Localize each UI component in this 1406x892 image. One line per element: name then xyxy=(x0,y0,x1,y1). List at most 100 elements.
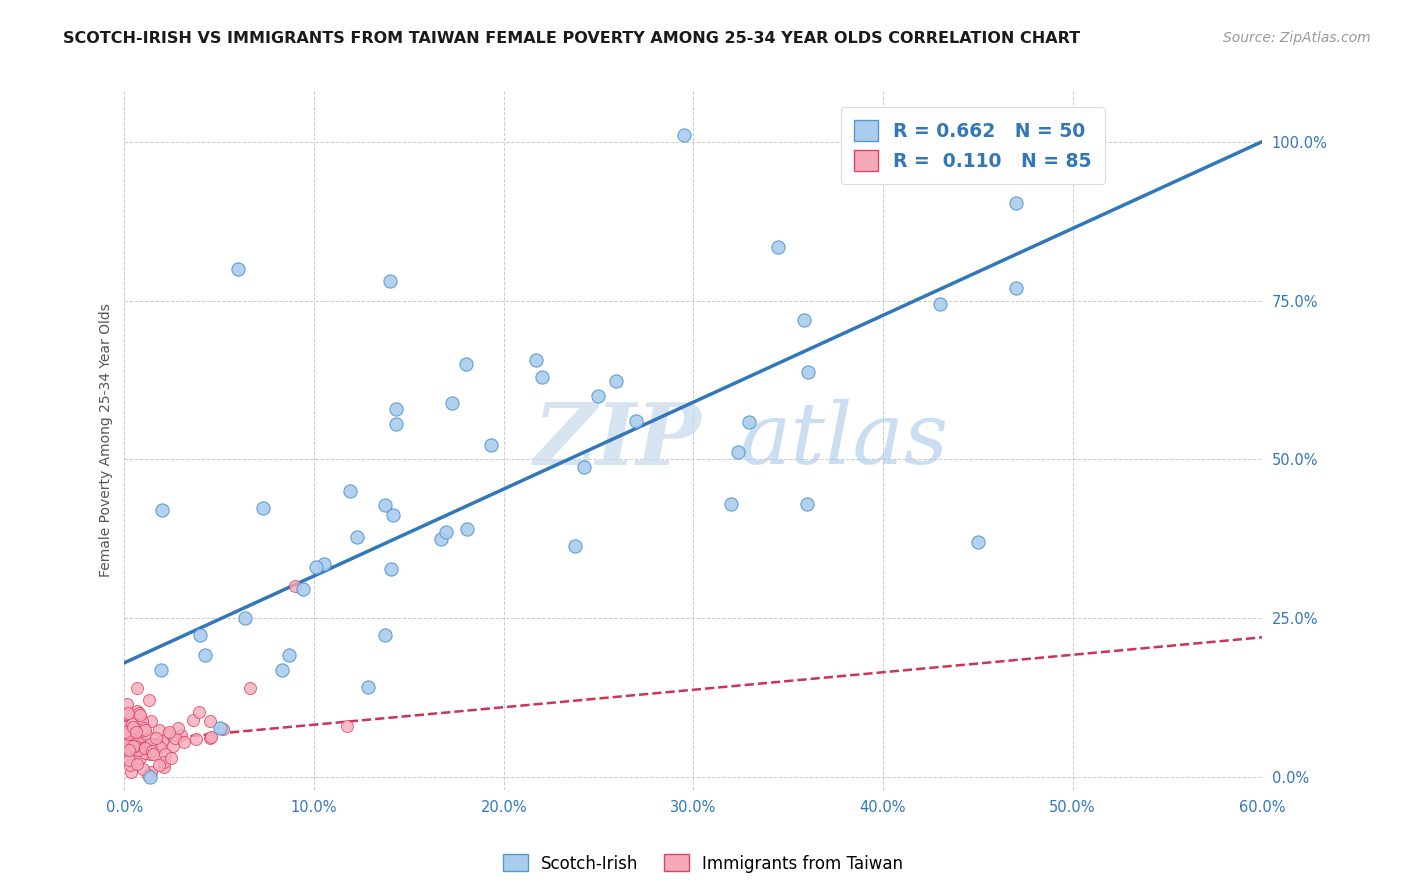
Point xyxy=(198,714,221,728)
Point xyxy=(146,738,169,752)
Point xyxy=(530,369,553,384)
Point xyxy=(125,681,148,696)
Point xyxy=(384,401,406,416)
Point xyxy=(132,762,155,776)
Point xyxy=(145,731,167,745)
Point xyxy=(115,727,138,741)
Point xyxy=(136,767,159,781)
Point xyxy=(252,501,274,516)
Point xyxy=(128,706,150,720)
Point xyxy=(766,240,789,254)
Point xyxy=(117,740,139,755)
Point xyxy=(156,726,179,740)
Point xyxy=(188,705,211,719)
Point xyxy=(339,484,361,499)
Point xyxy=(120,731,142,746)
Point xyxy=(114,724,136,739)
Point xyxy=(132,740,155,755)
Point xyxy=(125,735,148,749)
Point xyxy=(157,724,180,739)
Point xyxy=(564,540,586,554)
Point xyxy=(124,729,146,743)
Point xyxy=(135,727,157,741)
Point xyxy=(138,737,160,751)
Point xyxy=(125,757,148,772)
Point xyxy=(115,742,138,756)
Point xyxy=(346,530,368,544)
Point xyxy=(440,396,463,410)
Point xyxy=(1004,281,1026,295)
Point xyxy=(184,731,207,746)
Point xyxy=(121,728,143,742)
Point xyxy=(479,438,502,452)
Point xyxy=(173,734,195,748)
Point xyxy=(167,721,190,735)
Point xyxy=(131,740,153,755)
Point xyxy=(305,559,328,574)
Point xyxy=(385,417,408,431)
Text: Source: ZipAtlas.com: Source: ZipAtlas.com xyxy=(1223,31,1371,45)
Point xyxy=(271,664,294,678)
Point xyxy=(138,693,160,707)
Point xyxy=(117,707,139,722)
Point xyxy=(142,747,165,761)
Point xyxy=(181,713,204,727)
Point xyxy=(672,128,695,143)
Legend: R = 0.662   N = 50, R =  0.110   N = 85: R = 0.662 N = 50, R = 0.110 N = 85 xyxy=(841,107,1105,184)
Text: atlas: atlas xyxy=(738,399,948,482)
Point xyxy=(139,714,162,729)
Point xyxy=(374,498,396,512)
Point xyxy=(122,720,145,734)
Point xyxy=(208,722,231,736)
Point xyxy=(233,611,256,625)
Point xyxy=(149,739,172,754)
Point xyxy=(200,730,222,744)
Point xyxy=(454,357,477,371)
Point xyxy=(162,739,184,753)
Point xyxy=(139,764,162,779)
Legend: Scotch-Irish, Immigrants from Taiwan: Scotch-Irish, Immigrants from Taiwan xyxy=(496,847,910,880)
Point xyxy=(129,750,152,764)
Point xyxy=(720,497,742,511)
Point xyxy=(626,414,648,428)
Point xyxy=(121,717,143,731)
Point xyxy=(135,740,157,755)
Point xyxy=(139,770,162,784)
Point xyxy=(381,508,404,522)
Point xyxy=(163,731,186,746)
Point xyxy=(738,415,761,429)
Point xyxy=(128,733,150,747)
Point xyxy=(149,663,172,677)
Point xyxy=(378,275,401,289)
Point xyxy=(124,737,146,751)
Point xyxy=(966,535,988,549)
Point xyxy=(122,739,145,753)
Point xyxy=(141,743,163,757)
Point xyxy=(239,681,262,695)
Point xyxy=(131,723,153,738)
Point xyxy=(127,743,149,757)
Point xyxy=(357,680,380,694)
Point xyxy=(131,714,153,729)
Point xyxy=(118,758,141,772)
Point xyxy=(456,522,478,536)
Point xyxy=(148,758,170,772)
Point xyxy=(152,503,174,517)
Point xyxy=(278,648,301,663)
Y-axis label: Female Poverty Among 25-34 Year Olds: Female Poverty Among 25-34 Year Olds xyxy=(100,303,114,577)
Point xyxy=(198,731,221,746)
Point xyxy=(1004,196,1026,211)
Point xyxy=(572,460,595,475)
Point xyxy=(160,751,183,765)
Point xyxy=(139,747,162,761)
Point xyxy=(134,746,156,760)
Point xyxy=(124,739,146,754)
Point xyxy=(188,628,211,642)
Point xyxy=(336,719,359,733)
Point xyxy=(114,731,136,745)
Point xyxy=(118,743,141,757)
Point xyxy=(284,579,307,593)
Point xyxy=(129,733,152,747)
Point xyxy=(114,737,136,751)
Point xyxy=(526,352,548,367)
